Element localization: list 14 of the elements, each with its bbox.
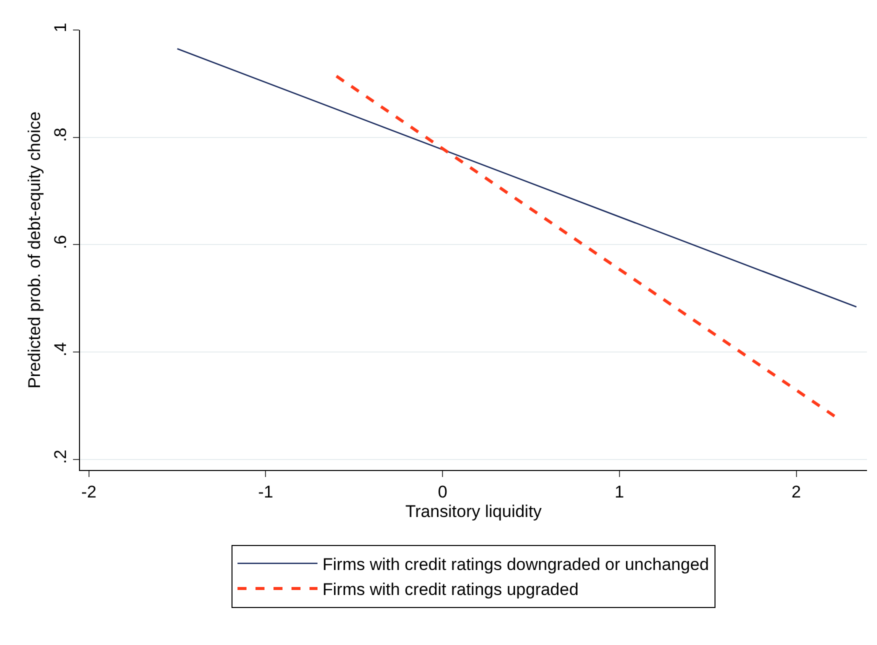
y-tick-label: .8 xyxy=(51,128,70,142)
y-tick-label: 1 xyxy=(51,22,70,32)
legend-label: Firms with credit ratings downgraded or unchanged xyxy=(322,554,709,574)
y-axis-title: Predicted prob. of debt-equity choice xyxy=(24,112,44,388)
y-tick-label: .4 xyxy=(51,342,70,356)
legend-label: Firms with credit ratings upgraded xyxy=(322,580,579,600)
x-tick-label: 1 xyxy=(614,482,624,502)
y-tick-label: .6 xyxy=(51,234,70,250)
x-tick-label: 0 xyxy=(438,482,448,502)
y-tick-label: .2 xyxy=(51,450,70,464)
x-tick-label: 2 xyxy=(792,482,801,502)
x-tick-label: -2 xyxy=(81,482,96,502)
x-axis-title: Transitory liquidity xyxy=(405,502,542,521)
x-tick-label: -1 xyxy=(258,482,274,502)
